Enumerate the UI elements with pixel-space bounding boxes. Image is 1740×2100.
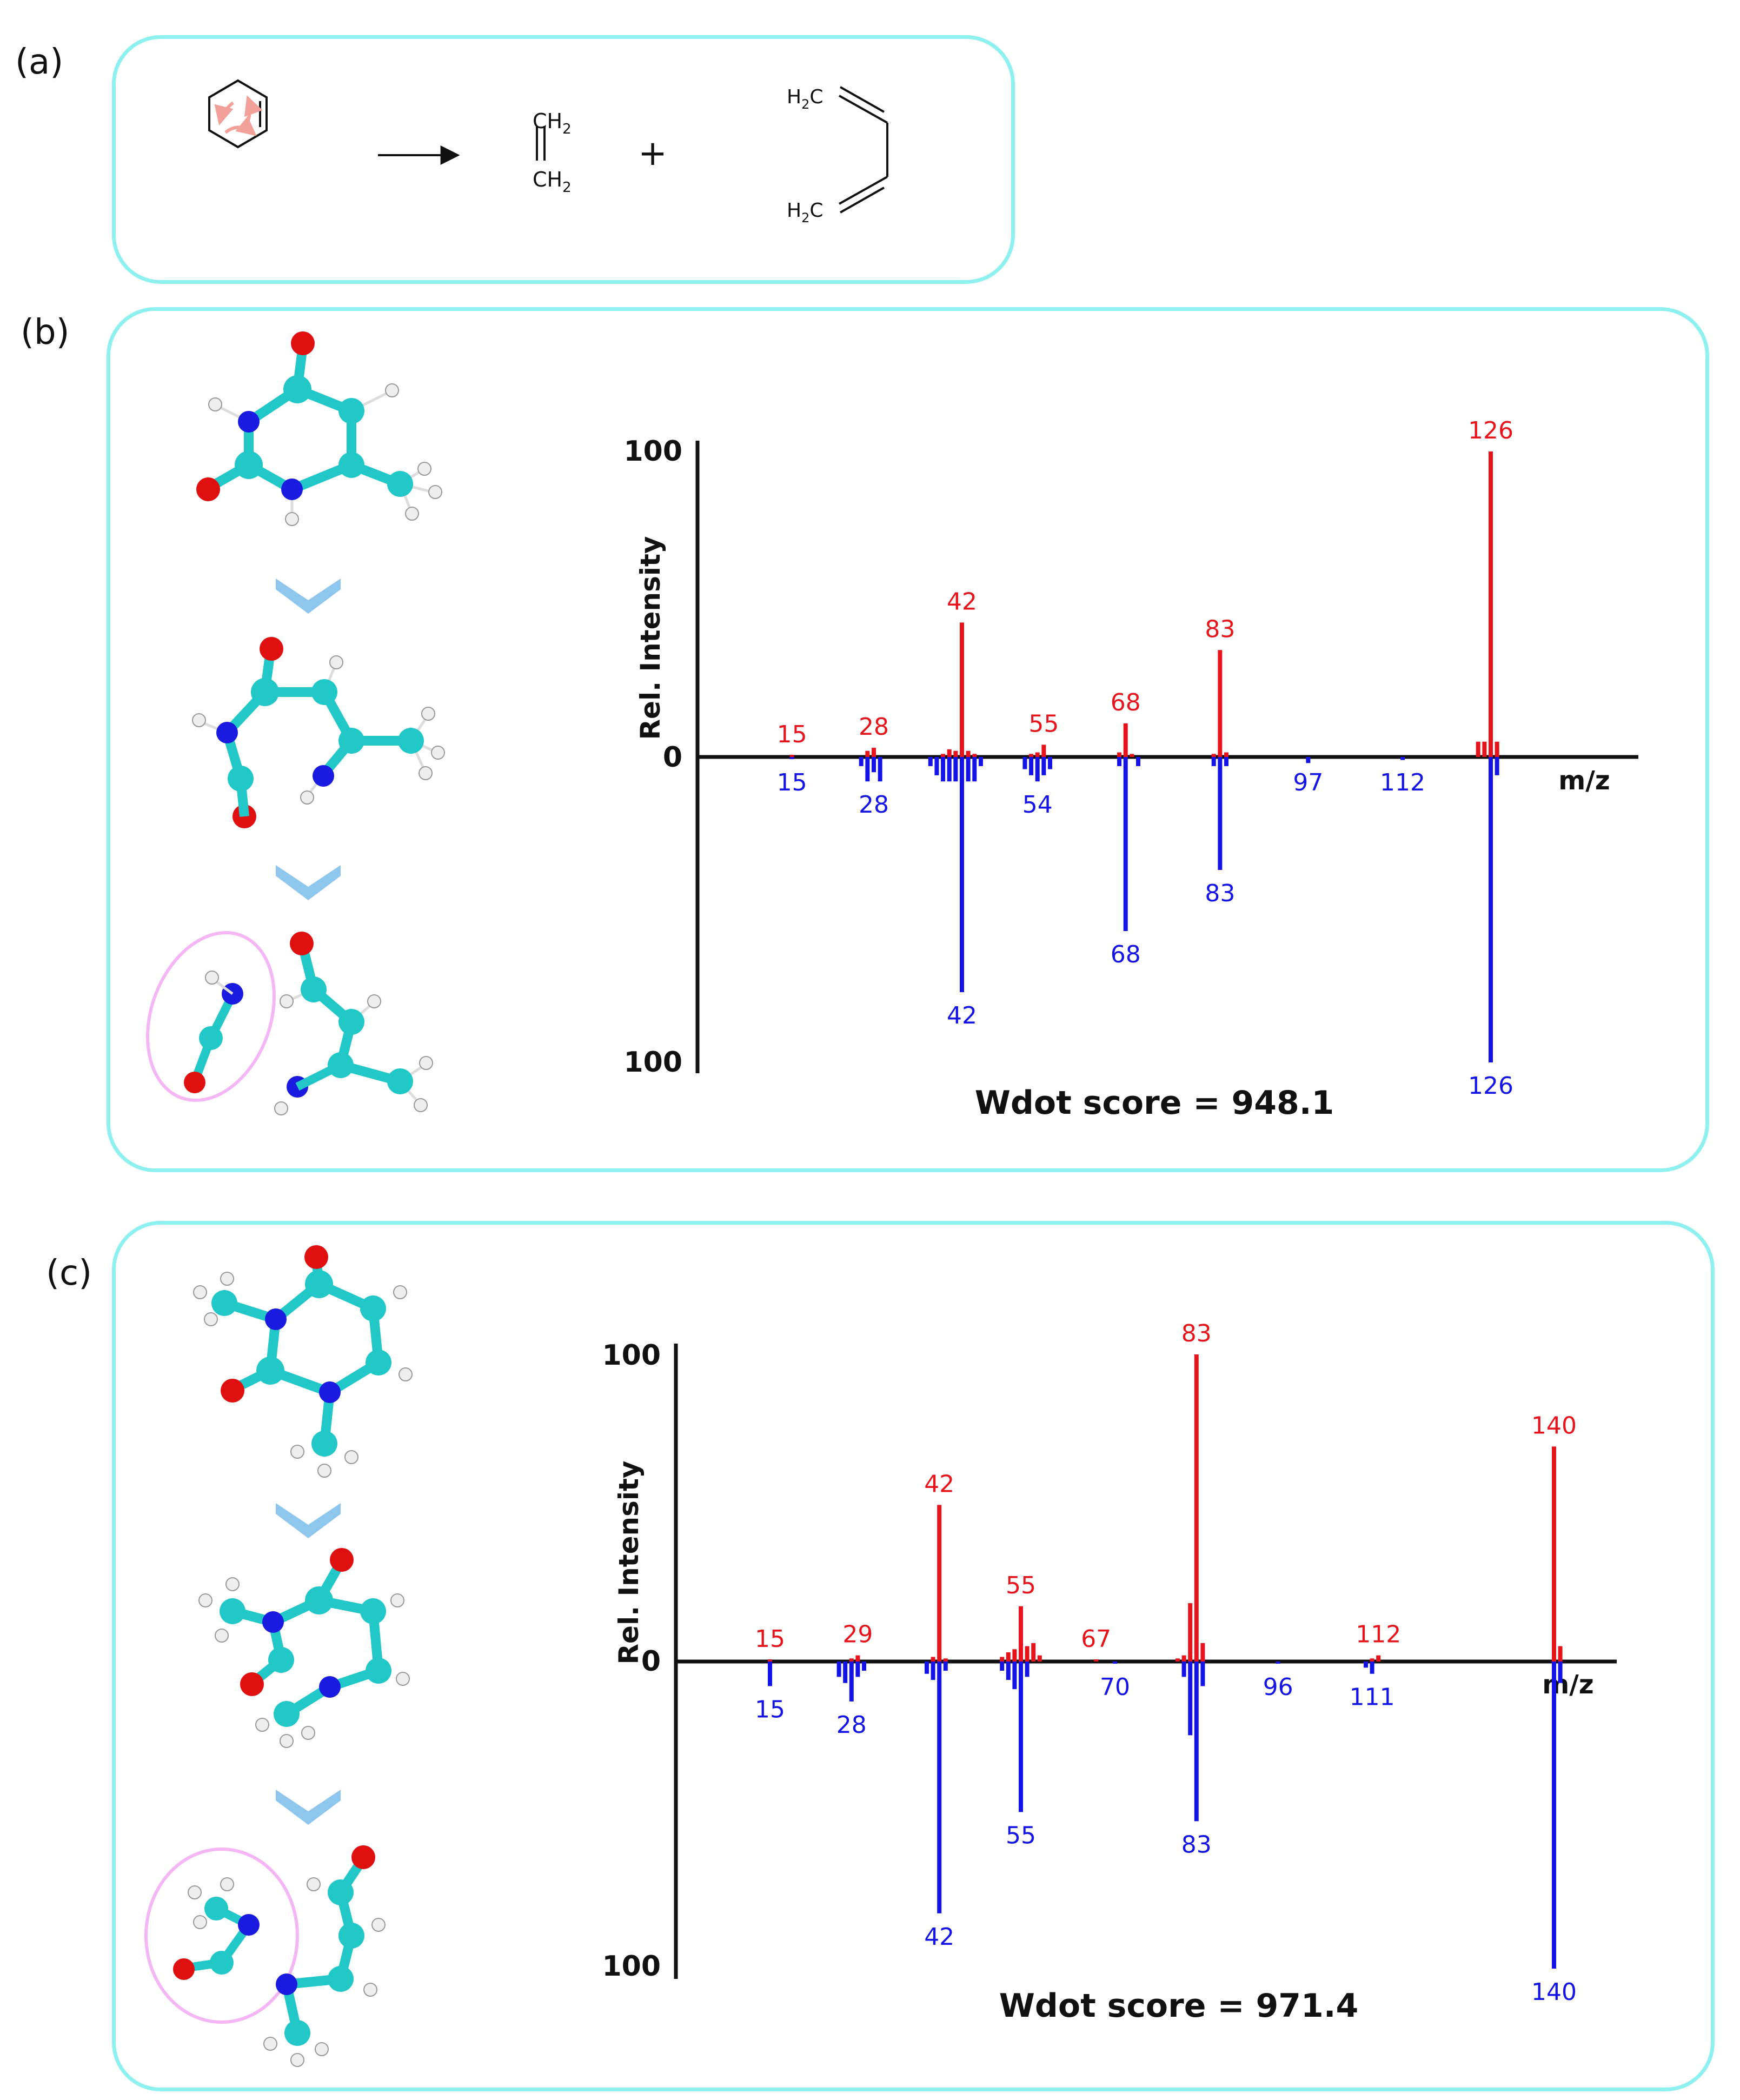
y-tick-zero: 0 — [663, 741, 682, 774]
predicted-peak-label: 55 — [1028, 710, 1059, 737]
predicted-peak-label: 15 — [755, 1625, 785, 1653]
predicted-peak-label: 112 — [1356, 1621, 1401, 1649]
molecule-b-2 — [222, 647, 416, 783]
reference-peak-label: 54 — [1022, 791, 1053, 819]
chevron-down-icon — [276, 1503, 341, 1538]
reference-peak-label: 55 — [1006, 1822, 1036, 1849]
reference-peak-label: 68 — [1111, 941, 1141, 968]
diene-bottom-label: H2C — [787, 200, 823, 225]
reference-peak-label: 112 — [1380, 769, 1425, 796]
predicted-peak-label: 67 — [1081, 1625, 1111, 1653]
chevron-down-icon — [276, 1790, 341, 1825]
y-tick-bottom: 100 — [623, 1046, 682, 1079]
reference-peak-label: 28 — [859, 791, 889, 819]
reference-peak-label: 42 — [947, 1002, 977, 1029]
panel-b-molecules — [146, 331, 445, 1115]
reference-peak-label: 15 — [755, 1696, 785, 1723]
reference-peak-label: 126 — [1468, 1072, 1513, 1100]
cyclohexene-ring — [208, 79, 268, 149]
electron-arrow-3 — [224, 116, 257, 136]
reference-peak-label: 96 — [1263, 1673, 1293, 1701]
panel-label-c: (c) — [46, 1253, 92, 1293]
reference-peak-label: 83 — [1205, 880, 1235, 907]
predicted-peak-label: 15 — [777, 721, 807, 748]
spectrum-chart-c: Rel. Intensity 100 0 100 m/z Wdot score … — [602, 1320, 1617, 2025]
diene-top-label: H2C — [787, 86, 823, 112]
predicted-peak-label: 42 — [924, 1470, 954, 1498]
panel-label-a: (a) — [15, 42, 64, 82]
predicted-peak-label: 29 — [842, 1621, 873, 1649]
wdot-score: Wdot score = 971.4 — [999, 1987, 1359, 2025]
ethylene-top: CH2 — [533, 109, 572, 137]
spectrum-chart-b: Rel. Intensity 100 0 100 m/z Wdot score … — [623, 417, 1638, 1122]
panel-c-molecules — [144, 1245, 413, 2067]
ethylene-bottom: CH2 — [533, 168, 572, 196]
reaction-scheme: CH2 CH2 + H2C H2C — [208, 79, 888, 225]
predicted-peak-label: 126 — [1468, 417, 1513, 444]
predicted-peak-label: 68 — [1111, 689, 1141, 716]
x-axis-label: m/z — [1558, 766, 1610, 796]
predicted-peak-label: 83 — [1205, 615, 1235, 643]
reference-peak-label: 140 — [1531, 1978, 1577, 2006]
chevron-down-icon — [276, 865, 341, 900]
predicted-peak-label: 42 — [947, 588, 977, 615]
panel-label-b: (b) — [21, 313, 70, 353]
reference-peak-label: 97 — [1293, 769, 1323, 796]
wdot-score: Wdot score = 948.1 — [975, 1084, 1334, 1122]
y-tick-zero: 0 — [641, 1645, 661, 1678]
fragment-highlight — [146, 931, 276, 1102]
predicted-peak-label: 55 — [1006, 1572, 1036, 1599]
x-axis-label: m/z — [1542, 1670, 1593, 1700]
reference-peak-label: 42 — [924, 1923, 954, 1951]
y-tick-bottom: 100 — [602, 1950, 661, 1983]
reference-peak-label: 28 — [836, 1711, 867, 1739]
predicted-peak-label: 28 — [859, 713, 889, 741]
reference-peak-label: 15 — [777, 769, 807, 796]
reference-peak-label: 83 — [1181, 1831, 1212, 1858]
y-tick-top: 100 — [602, 1339, 661, 1372]
plus-sign: + — [638, 134, 667, 174]
electron-arrow-1 — [214, 101, 234, 125]
molecule-c-1 — [220, 1279, 383, 1448]
y-axis-label: Rel. Intensity — [635, 536, 666, 740]
predicted-peak-label: 140 — [1531, 1412, 1577, 1439]
reference-peak-label: 70 — [1100, 1673, 1130, 1701]
reference-peak-label: 111 — [1350, 1684, 1395, 1711]
y-axis-label: Rel. Intensity — [613, 1461, 645, 1665]
panel-a-frame — [112, 35, 1015, 284]
fragment-highlight — [144, 1848, 299, 2024]
electron-arrow-2 — [244, 95, 263, 128]
chevron-down-icon — [276, 579, 341, 614]
y-tick-top: 100 — [623, 435, 682, 468]
predicted-peak-label: 83 — [1181, 1320, 1212, 1347]
